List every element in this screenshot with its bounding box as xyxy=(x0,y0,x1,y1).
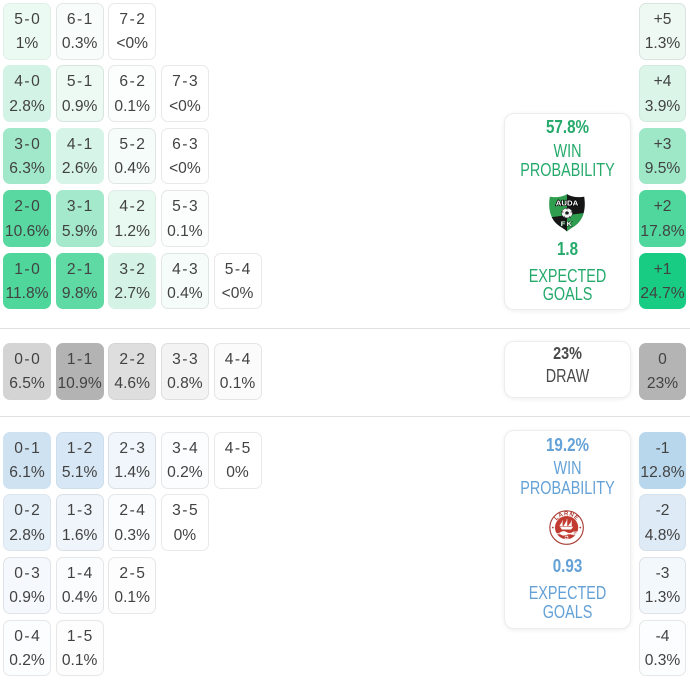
svg-text:FK: FK xyxy=(561,221,574,228)
svg-text:FK: FK xyxy=(561,221,574,228)
svg-text:LARNE: LARNE xyxy=(554,511,580,522)
svg-text:AUDA: AUDA xyxy=(556,199,579,207)
svg-text:AUDA: AUDA xyxy=(556,199,579,207)
